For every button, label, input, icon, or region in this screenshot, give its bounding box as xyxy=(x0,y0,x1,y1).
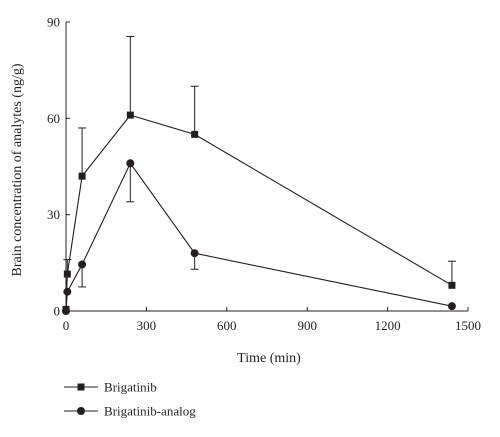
brigatinib-analog-point xyxy=(447,302,456,311)
y-tick-label: 30 xyxy=(47,207,60,222)
y-axis-label: Brain concentration of analytes (ng/g) xyxy=(10,63,25,276)
brigatinib-analog-point xyxy=(63,287,72,296)
axes xyxy=(65,21,469,312)
brigatinib-analog-line xyxy=(65,162,453,312)
y-tick-label: 60 xyxy=(47,111,60,126)
brigatinib-analog-point xyxy=(78,260,87,269)
y-tick-label: 0 xyxy=(54,304,61,319)
x-tick-label: 300 xyxy=(137,318,157,333)
x-axis-label: Time (min) xyxy=(237,351,301,366)
x-tick-label: 0 xyxy=(63,318,70,333)
x-tick-label: 600 xyxy=(217,318,237,333)
legend-brigatinib-marker xyxy=(77,383,85,391)
legend-brigatinib-label: Brigatinib xyxy=(104,380,157,395)
brigatinib-analog-point xyxy=(190,249,199,258)
legend-brigatinib-analog-marker xyxy=(77,407,85,415)
brigatinib-point xyxy=(191,130,199,138)
y-tick-label: 90 xyxy=(47,15,60,30)
brigatinib-point xyxy=(448,281,456,289)
legend-brigatinib-analog-label: Brigatinib-analog xyxy=(104,404,196,419)
error-bars xyxy=(63,35,456,288)
legend: Brigatinib Brigatinib-analog xyxy=(64,380,196,419)
brigatinib-analog-point xyxy=(126,159,135,168)
brigatinib-point xyxy=(78,172,86,180)
brigatinib-line xyxy=(65,114,453,310)
brigatinib-point xyxy=(63,270,71,278)
brigatinib-point xyxy=(126,111,134,119)
series-lines xyxy=(65,114,453,312)
brigatinib-analog-point xyxy=(62,307,70,315)
x-tick-label: 1200 xyxy=(375,318,401,333)
x-tick-label: 900 xyxy=(297,318,317,333)
x-tick-label: 1500 xyxy=(455,318,481,333)
series-markers xyxy=(62,111,456,315)
